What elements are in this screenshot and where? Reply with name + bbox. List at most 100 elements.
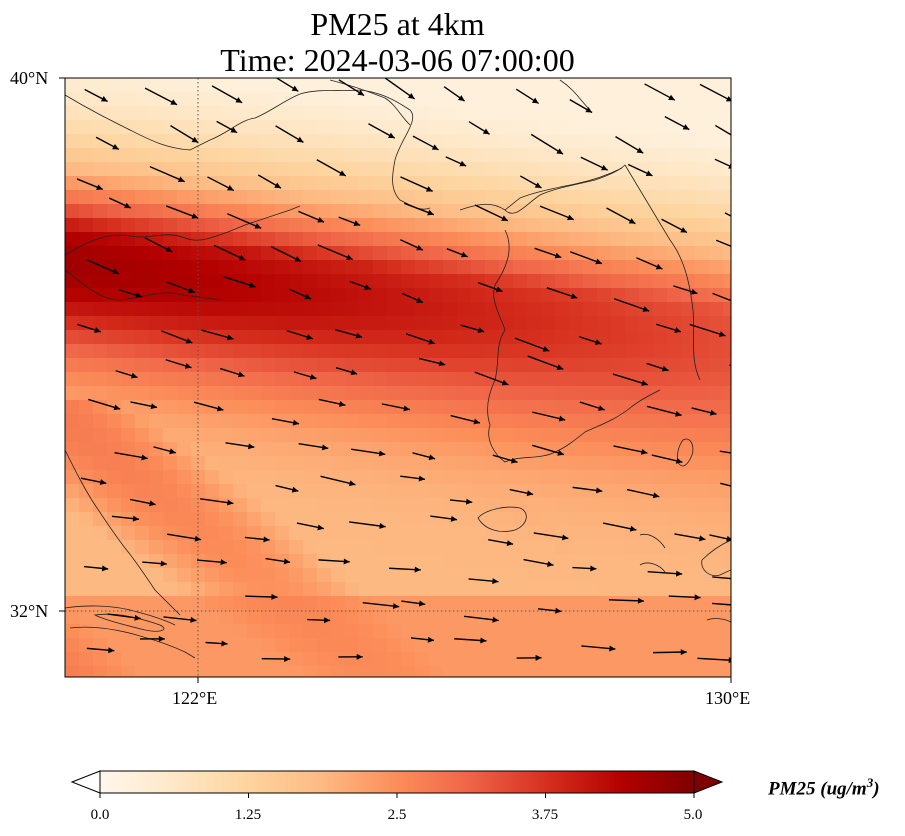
field-cell (289, 316, 304, 331)
field-cell (695, 218, 710, 233)
field-cell (149, 316, 164, 331)
field-cell (303, 526, 318, 541)
field-cell (261, 638, 276, 653)
field-cell (457, 484, 472, 499)
field-cell (149, 148, 164, 163)
field-cell (289, 596, 304, 611)
wind-arrow (220, 367, 245, 378)
wind-arrow (402, 292, 424, 304)
field-cell (261, 456, 276, 471)
field-cell (499, 610, 514, 625)
field-cell (443, 134, 458, 149)
field-cell (611, 274, 626, 289)
field-cell (345, 428, 360, 443)
field-cell (121, 428, 136, 443)
field-cell (121, 540, 136, 555)
field-cell (443, 162, 458, 177)
field-cell (485, 288, 500, 303)
field-cell (317, 582, 332, 597)
field-cell (121, 330, 136, 345)
field-cell (667, 470, 682, 485)
field-cell (471, 246, 486, 261)
field-cell (303, 148, 318, 163)
field-cell (135, 246, 150, 261)
field-cell (65, 260, 80, 275)
field-cell (597, 456, 612, 471)
field-cell (443, 568, 458, 583)
field-cell (625, 288, 640, 303)
field-cell (261, 330, 276, 345)
field-cell (247, 666, 262, 677)
field-cell (527, 596, 542, 611)
field-cell (93, 568, 108, 583)
field-cell (205, 232, 220, 247)
field-cell (289, 554, 304, 569)
field-cell (219, 232, 234, 247)
field-cell (597, 526, 612, 541)
field-cell (527, 260, 542, 275)
field-cell (639, 386, 654, 401)
field-cell (163, 400, 178, 415)
field-cell (359, 190, 374, 205)
field-cell (247, 92, 262, 107)
field-cell (261, 274, 276, 289)
field-cell (611, 540, 626, 555)
field-cell (107, 92, 122, 107)
field-cell (219, 470, 234, 485)
field-cell (177, 316, 192, 331)
field-cell (597, 288, 612, 303)
field-cell (527, 568, 542, 583)
field-cell (149, 134, 164, 149)
wind-arrow (338, 216, 361, 227)
field-cell (429, 302, 444, 317)
field-cell (597, 400, 612, 415)
field-cell (499, 162, 514, 177)
wind-arrow (170, 125, 199, 144)
wind-arrow (245, 593, 278, 600)
field-cell (219, 414, 234, 429)
field-cell (653, 652, 668, 667)
field-cell (149, 414, 164, 429)
wind-arrow (275, 125, 304, 143)
field-cell (569, 372, 584, 387)
field-cell (331, 442, 346, 457)
field-cell (205, 120, 220, 135)
field-cell (247, 540, 262, 555)
field-cell (135, 442, 150, 457)
wind-arrow (114, 451, 148, 461)
field-cell (583, 498, 598, 513)
field-cell (373, 568, 388, 583)
wind-arrow (418, 357, 446, 367)
field-cell (681, 554, 696, 569)
field-cell (415, 176, 430, 191)
field-cell (65, 190, 80, 205)
field-cell (513, 498, 528, 513)
field-cell (681, 582, 696, 597)
field-cell (177, 302, 192, 317)
field-cell (373, 372, 388, 387)
field-cell (135, 540, 150, 555)
field-cell (303, 456, 318, 471)
field-cell (121, 316, 136, 331)
field-cell (247, 162, 262, 177)
field-cell (191, 638, 206, 653)
field-cell (135, 372, 150, 387)
field-cell (569, 106, 584, 121)
field-cell (275, 190, 290, 205)
field-cell (275, 638, 290, 653)
field-cell (275, 666, 290, 677)
wind-arrow (647, 570, 683, 577)
field-cell (681, 414, 696, 429)
field-cell (121, 652, 136, 667)
field-cell (107, 372, 122, 387)
field-cell (93, 358, 108, 373)
map-frame (64, 77, 732, 678)
field-cell (345, 582, 360, 597)
wind-arrow (149, 165, 185, 183)
field-cell (639, 540, 654, 555)
field-cell (401, 372, 416, 387)
field-cell (709, 120, 724, 135)
field-cell (457, 106, 472, 121)
wind-arrow (539, 205, 575, 221)
wind-arrow (410, 636, 435, 643)
